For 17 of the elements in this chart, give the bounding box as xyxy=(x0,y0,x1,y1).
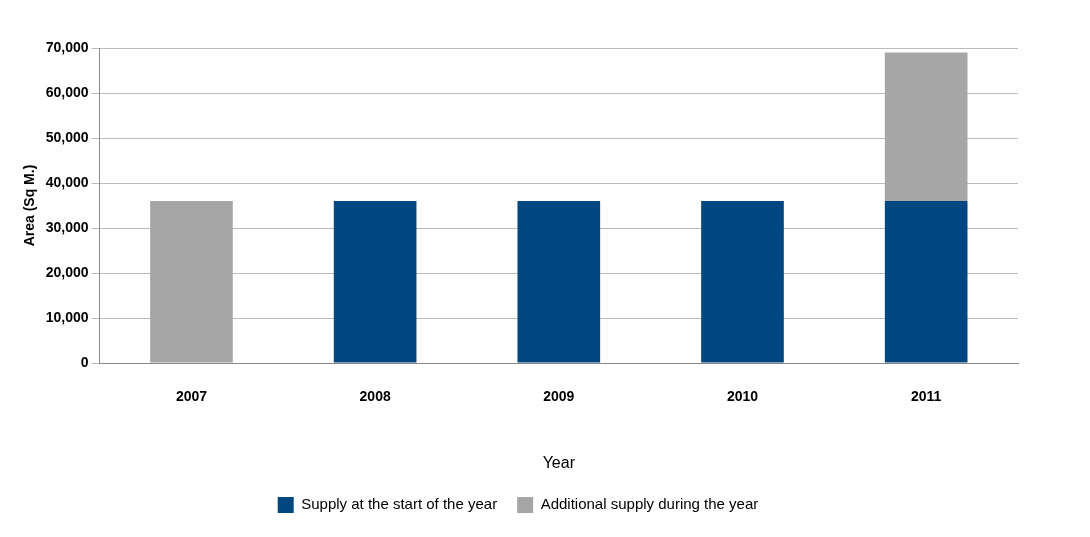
x-tick-label: 2011 xyxy=(910,388,942,405)
y-axis-title: Area (Sq M.) xyxy=(21,164,38,247)
legend-label: Supply at the start of the year xyxy=(301,495,498,513)
y-tick-label: 60,000 xyxy=(45,83,89,100)
y-tick-label: 50,000 xyxy=(45,128,89,145)
y-tick-label: 20,000 xyxy=(45,263,89,280)
x-tick-label: 2007 xyxy=(175,388,208,405)
y-tick-label: 40,000 xyxy=(45,173,89,190)
y-tick-label: 0 xyxy=(80,353,89,370)
x-tick-label: 2009 xyxy=(543,388,575,405)
x-axis-title: Year xyxy=(542,453,576,471)
legend-label: Additional supply during the year xyxy=(540,495,759,513)
y-tick-label: 70,000 xyxy=(45,38,89,55)
x-tick-label: 2008 xyxy=(359,388,391,405)
y-tick-label: 10,000 xyxy=(45,308,89,325)
x-tick-label: 2010 xyxy=(726,388,759,405)
y-tick-label: 30,000 xyxy=(45,218,89,235)
